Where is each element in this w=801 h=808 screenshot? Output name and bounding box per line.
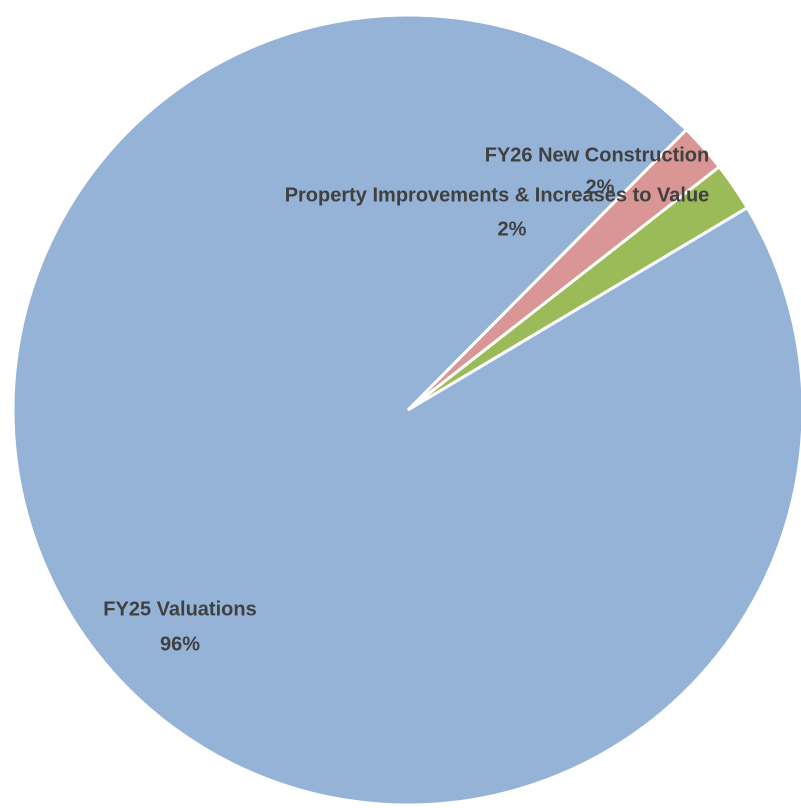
- pie-slice: [11, 13, 801, 807]
- slice-value-label: 2%: [586, 176, 615, 198]
- slice-value-label: 96%: [160, 633, 200, 655]
- slice-label: FY25 Valuations: [103, 598, 256, 620]
- slice-label: Property Improvements & Increases to Val…: [285, 184, 710, 206]
- slice-label: FY26 New Construction: [485, 144, 709, 166]
- slice-value-label: 2%: [498, 218, 527, 240]
